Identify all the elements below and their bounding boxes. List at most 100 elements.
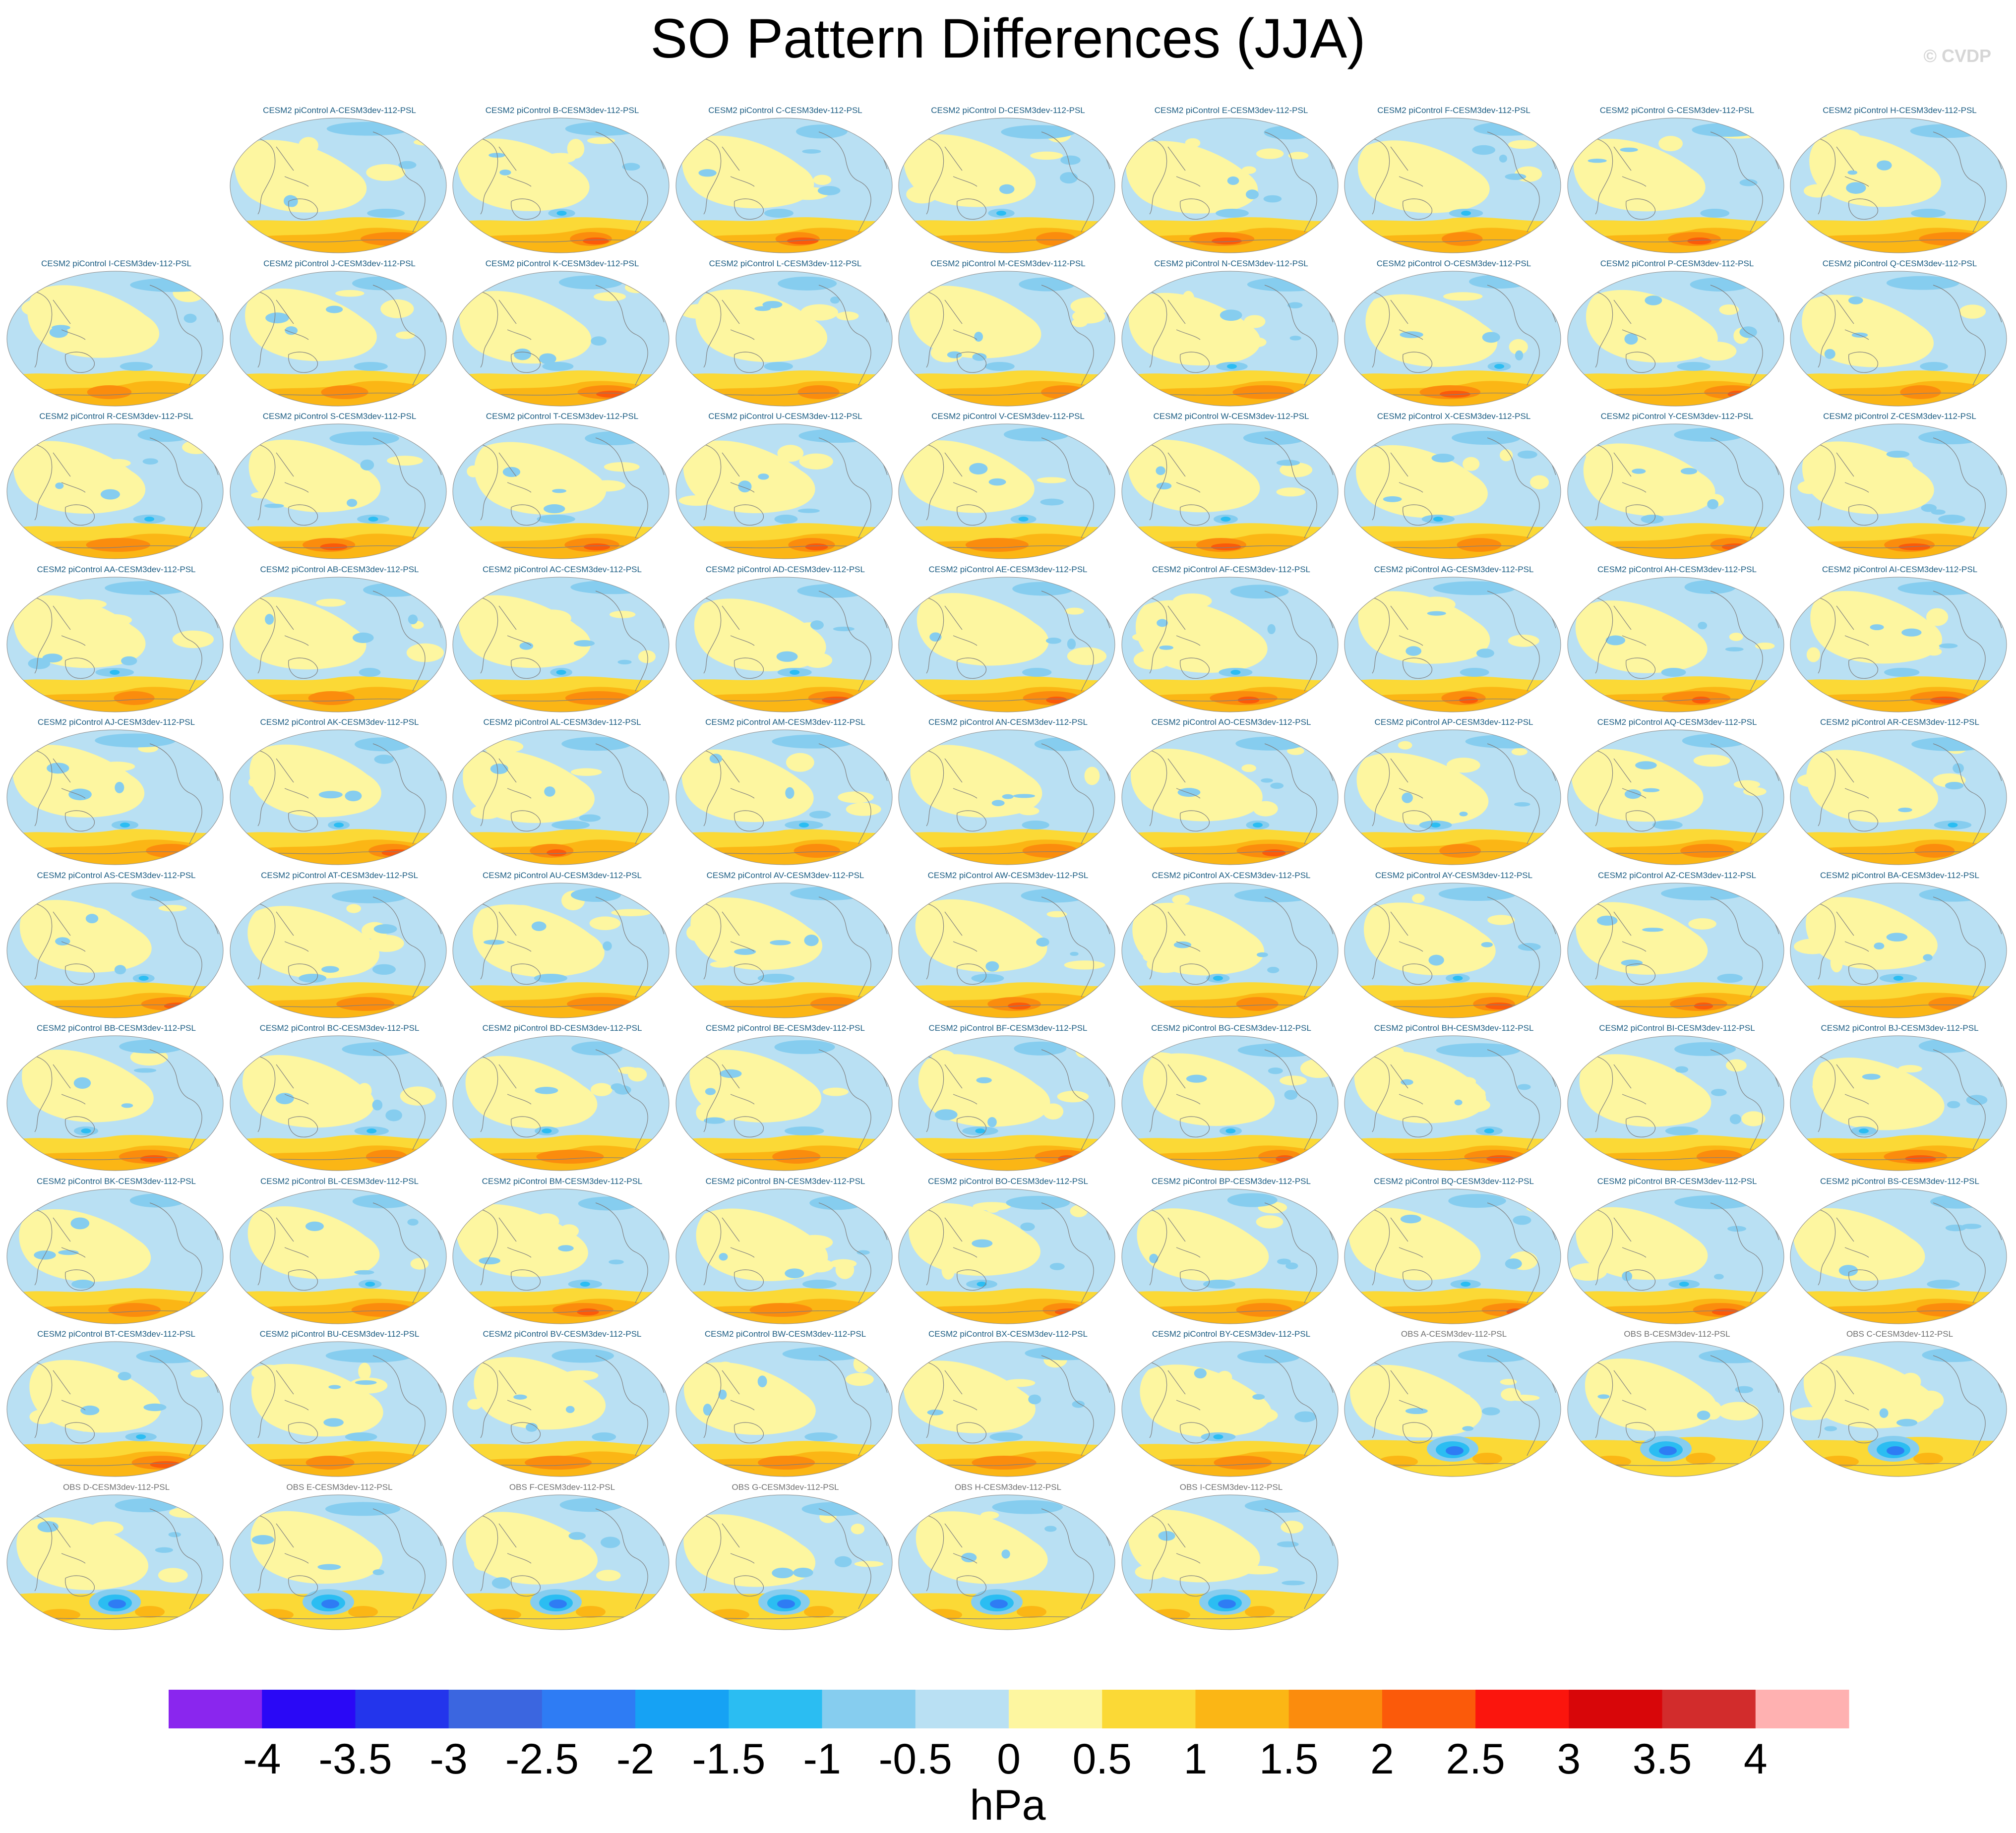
panel-title: CESM2 piControl BX-CESM3dev-112-PSL: [928, 1329, 1088, 1339]
map-svg: [1790, 883, 2007, 1018]
panel-title: CESM2 piControl V-CESM3dev-112-PSL: [931, 412, 1085, 421]
map-panel: CESM2 piControl AE-CESM3dev-112-PSL: [898, 563, 1118, 716]
map-panel: CESM2 piControl O-CESM3dev-112-PSL: [1344, 257, 1564, 410]
map-panel: CESM2 piControl AN-CESM3dev-112-PSL: [898, 716, 1118, 869]
map-svg: [6, 729, 224, 865]
figure-title: SO Pattern Differences (JJA): [650, 7, 1366, 69]
panel-title: CESM2 piControl AE-CESM3dev-112-PSL: [928, 565, 1088, 574]
panel-title: CESM2 piControl AI-CESM3dev-112-PSL: [1822, 565, 1978, 574]
panel-title: CESM2 piControl P-CESM3dev-112-PSL: [1600, 259, 1754, 268]
map-svg: [6, 1035, 224, 1171]
colorbar-tick-label: -2: [616, 1735, 654, 1783]
panel-title: CESM2 piControl AR-CESM3dev-112-PSL: [1820, 717, 1979, 727]
panel-title: OBS F-CESM3dev-112-PSL: [509, 1482, 615, 1492]
map-svg: [1121, 1494, 1339, 1630]
map-svg: [675, 1341, 893, 1477]
map-svg: [1344, 1035, 1561, 1171]
panel-title: CESM2 piControl AW-CESM3dev-112-PSL: [927, 871, 1089, 880]
colorbar-tick-label: -2.5: [505, 1735, 579, 1783]
panel-title: CESM2 piControl AP-CESM3dev-112-PSL: [1374, 717, 1533, 727]
map-svg: [1344, 271, 1561, 407]
map-svg: [1344, 118, 1561, 253]
panel-title: CESM2 piControl AV-CESM3dev-112-PSL: [706, 871, 864, 880]
map-svg: [230, 1035, 447, 1171]
map-panel: CESM2 piControl BI-CESM3dev-112-PSL: [1567, 1022, 1787, 1175]
panel-title: CESM2 piControl AM-CESM3dev-112-PSL: [705, 717, 865, 727]
map-panel: CESM2 piControl BL-CESM3dev-112-PSL: [229, 1175, 450, 1328]
panel-title: CESM2 piControl M-CESM3dev-112-PSL: [930, 259, 1086, 268]
map-svg: [675, 118, 893, 253]
map-svg: [675, 1035, 893, 1171]
panel-title: CESM2 piControl Z-CESM3dev-112-PSL: [1823, 412, 1976, 421]
panel-title: CESM2 piControl AL-CESM3dev-112-PSL: [483, 717, 641, 727]
map-panel: CESM2 piControl G-CESM3dev-112-PSL: [1567, 104, 1787, 257]
map-svg: [675, 1188, 893, 1324]
colorbar-swatch: [635, 1690, 729, 1728]
map-panel: CESM2 piControl AB-CESM3dev-112-PSL: [229, 563, 450, 716]
panel-title: OBS H-CESM3dev-112-PSL: [954, 1482, 1062, 1492]
colorbar-tick-label: 1.5: [1259, 1735, 1319, 1783]
colorbar-swatch: [1009, 1690, 1102, 1728]
colorbar-tick-label: 2: [1370, 1735, 1394, 1783]
panel-title: CESM2 piControl O-CESM3dev-112-PSL: [1376, 259, 1531, 268]
panel-title: OBS A-CESM3dev-112-PSL: [1401, 1329, 1507, 1339]
panel-title: CESM2 piControl AQ-CESM3dev-112-PSL: [1597, 717, 1757, 727]
panel-title: CESM2 piControl Q-CESM3dev-112-PSL: [1822, 259, 1977, 268]
panel-title: CESM2 piControl AJ-CESM3dev-112-PSL: [37, 717, 195, 727]
colorbar-tick-label: 3.5: [1633, 1735, 1692, 1783]
map-panel: CESM2 piControl AL-CESM3dev-112-PSL: [452, 716, 672, 869]
map-svg: [1567, 118, 1784, 253]
map-svg: [1344, 577, 1561, 712]
map-panel: CESM2 piControl AO-CESM3dev-112-PSL: [1121, 716, 1342, 869]
map-panel: CESM2 piControl AK-CESM3dev-112-PSL: [229, 716, 450, 869]
panel-title: CESM2 piControl AO-CESM3dev-112-PSL: [1151, 717, 1311, 727]
map-svg: [1121, 271, 1339, 407]
panel-title: CESM2 piControl C-CESM3dev-112-PSL: [708, 106, 862, 115]
map-svg: [898, 1494, 1115, 1630]
colorbar-tick-label: -1: [803, 1735, 841, 1783]
map-panel: CESM2 piControl B-CESM3dev-112-PSL: [452, 104, 672, 257]
colorbar-tick-label: 0: [997, 1735, 1021, 1783]
panel-title: CESM2 piControl T-CESM3dev-112-PSL: [486, 412, 639, 421]
map-panel: CESM2 piControl AZ-CESM3dev-112-PSL: [1567, 869, 1787, 1022]
map-panel: CESM2 piControl N-CESM3dev-112-PSL: [1121, 257, 1342, 410]
map-panel: OBS H-CESM3dev-112-PSL: [898, 1481, 1118, 1634]
panel-title: CESM2 piControl B-CESM3dev-112-PSL: [485, 106, 639, 115]
panel-title: CESM2 piControl BT-CESM3dev-112-PSL: [37, 1329, 196, 1339]
map-panel: CESM2 piControl E-CESM3dev-112-PSL: [1121, 104, 1342, 257]
map-svg: [230, 729, 447, 865]
map-svg: [675, 271, 893, 407]
panel-title: CESM2 piControl BJ-CESM3dev-112-PSL: [1821, 1023, 1979, 1033]
map-svg: [898, 883, 1115, 1018]
colorbar-swatch: [542, 1690, 636, 1728]
map-panel: CESM2 piControl AM-CESM3dev-112-PSL: [675, 716, 896, 869]
panel-title: CESM2 piControl BS-CESM3dev-112-PSL: [1820, 1177, 1979, 1186]
map-svg: [230, 118, 447, 253]
panel-title: OBS I-CESM3dev-112-PSL: [1179, 1482, 1283, 1492]
map-panel: CESM2 piControl T-CESM3dev-112-PSL: [452, 410, 672, 563]
map-panel: CESM2 piControl AG-CESM3dev-112-PSL: [1344, 563, 1564, 716]
map-panel: CESM2 piControl F-CESM3dev-112-PSL: [1344, 104, 1564, 257]
map-svg: [1121, 729, 1339, 865]
colorbar: -4 -3.5 -3 -2.5 -2 -1.5 -1 -0.5 0 0.5 1 1.5 2 2.5 3 3.5…: [169, 1690, 1849, 1829]
colorbar-tick-label: -3: [429, 1735, 467, 1783]
map-svg: [1344, 883, 1561, 1018]
colorbar-swatch: [1475, 1690, 1569, 1728]
map-svg: [1567, 1341, 1784, 1477]
map-panel: CESM2 piControl A-CESM3dev-112-PSL: [229, 104, 450, 257]
map-svg: [675, 1494, 893, 1630]
map-svg: [452, 729, 670, 865]
map-svg: [1790, 577, 2007, 712]
map-panel: CESM2 piControl BF-CESM3dev-112-PSL: [898, 1022, 1118, 1175]
map-svg: [898, 577, 1115, 712]
map-panel: OBS C-CESM3dev-112-PSL: [1789, 1328, 2010, 1480]
map-svg: [675, 729, 893, 865]
map-panel: OBS B-CESM3dev-112-PSL: [1567, 1328, 1787, 1480]
map-svg: [1344, 1341, 1561, 1477]
map-svg: [898, 1341, 1115, 1477]
panel-title: CESM2 piControl AZ-CESM3dev-112-PSL: [1597, 871, 1757, 880]
map-svg: [1121, 423, 1339, 559]
panel-title: CESM2 piControl BQ-CESM3dev-112-PSL: [1374, 1177, 1534, 1186]
map-svg: [6, 271, 224, 407]
map-svg: [898, 729, 1115, 865]
